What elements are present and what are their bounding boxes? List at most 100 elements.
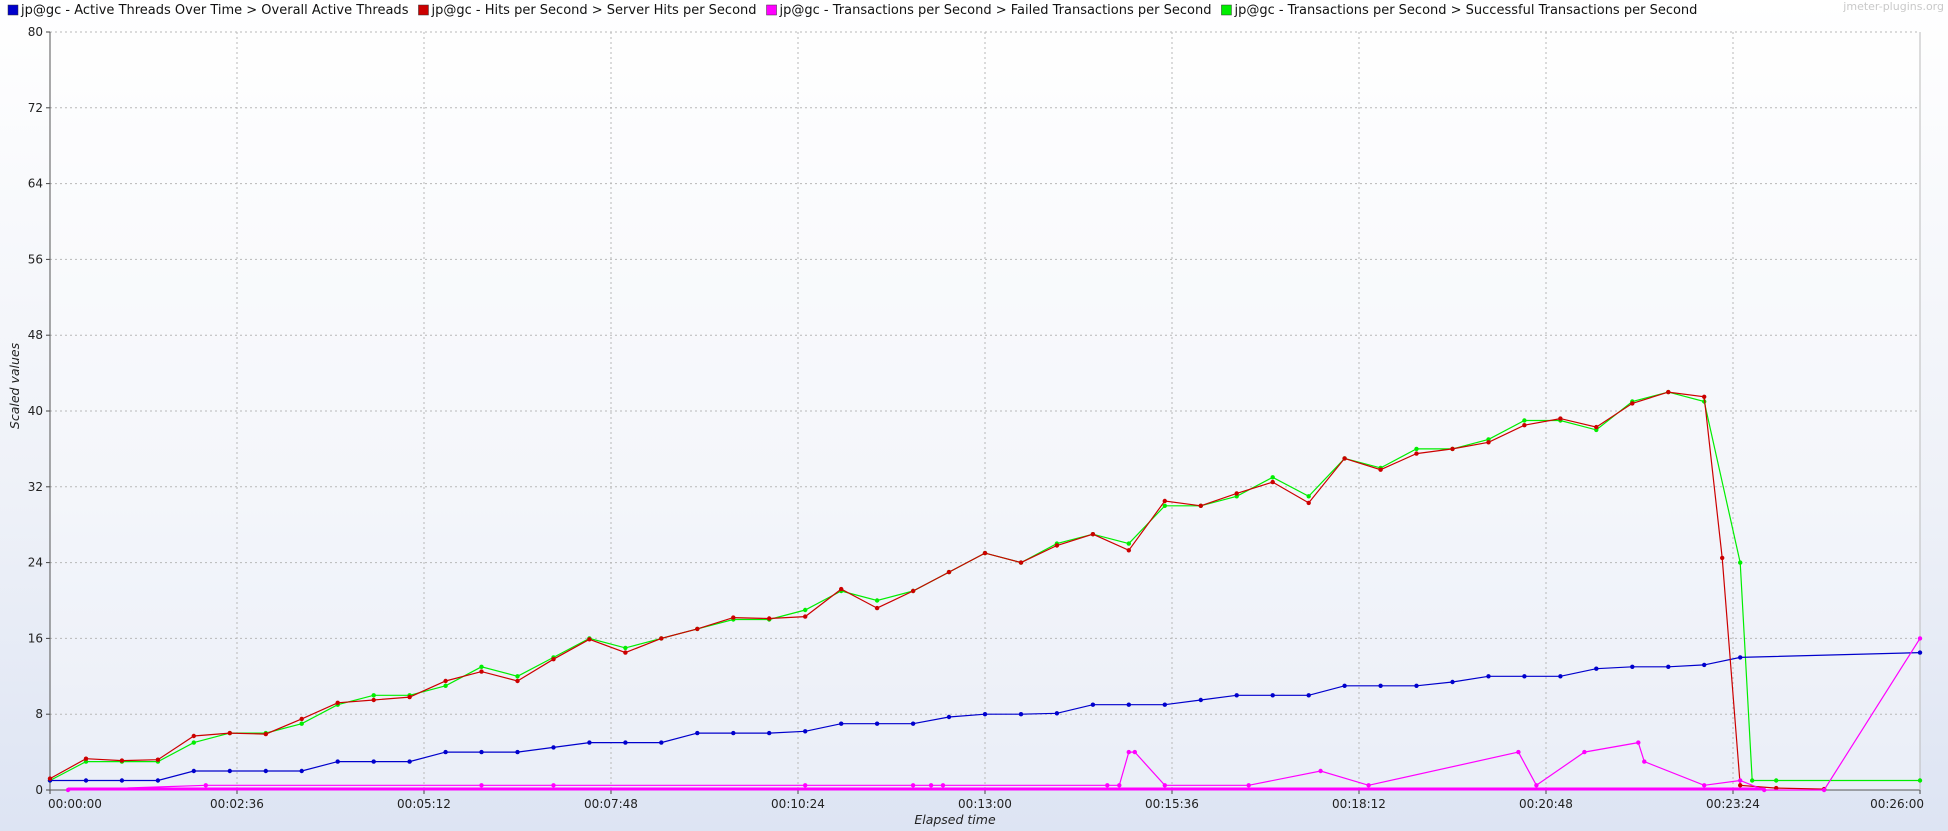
data-point	[443, 678, 448, 684]
data-point	[263, 768, 268, 774]
data-point	[1594, 666, 1599, 671]
data-point	[1636, 740, 1641, 745]
data-point	[1018, 560, 1024, 565]
data-point	[1054, 543, 1060, 548]
data-point	[1342, 456, 1347, 461]
legend-label: jp@gc - Hits per Second > Server Hits pe…	[430, 3, 756, 18]
data-point	[551, 745, 556, 750]
data-point	[803, 783, 808, 788]
data-point	[119, 758, 125, 763]
data-point	[227, 768, 232, 774]
data-point	[1522, 674, 1527, 679]
data-point	[1126, 541, 1132, 546]
data-point	[1234, 491, 1239, 496]
data-point	[1558, 674, 1563, 679]
data-point	[767, 616, 772, 621]
data-point	[1414, 683, 1419, 688]
y-tick-label: 40	[28, 404, 43, 418]
data-point	[1666, 389, 1671, 395]
data-point	[479, 664, 484, 669]
data-point	[1774, 785, 1779, 791]
data-point	[1702, 662, 1707, 668]
data-point	[479, 749, 484, 755]
y-tick-label: 8	[35, 707, 43, 721]
data-point	[191, 740, 196, 745]
data-point	[1738, 783, 1743, 788]
data-point	[155, 778, 161, 783]
data-point	[1306, 693, 1311, 698]
data-point	[587, 637, 592, 642]
data-point	[479, 783, 484, 788]
data-point	[623, 650, 628, 655]
data-point	[263, 731, 268, 737]
data-point	[731, 730, 736, 736]
data-point	[695, 626, 700, 632]
y-tick-label: 72	[28, 101, 43, 115]
data-point	[839, 586, 844, 592]
data-point	[1306, 494, 1311, 499]
data-point	[910, 783, 916, 788]
x-tick-label: 00:10:24	[771, 797, 825, 811]
data-point	[1917, 636, 1923, 641]
x-axis-title: Elapsed time	[914, 812, 996, 827]
x-tick-label: 00:23:24	[1706, 797, 1760, 811]
data-point	[1318, 768, 1323, 774]
data-point	[910, 588, 916, 594]
data-point	[1270, 693, 1275, 698]
data-point	[940, 783, 946, 788]
data-point	[1750, 778, 1755, 783]
data-point	[803, 729, 808, 734]
data-point	[1821, 787, 1827, 793]
series-0	[47, 650, 1923, 783]
data-point	[803, 607, 808, 613]
data-point	[928, 783, 934, 788]
legend-label: jp@gc - Active Threads Over Time > Overa…	[20, 3, 409, 18]
data-point	[1917, 650, 1923, 655]
data-point	[83, 756, 89, 761]
data-point	[982, 712, 988, 717]
data-point	[1126, 749, 1132, 755]
series-2	[65, 636, 1923, 793]
legend-swatch	[1221, 4, 1232, 16]
data-point	[1270, 475, 1275, 480]
data-point	[1738, 655, 1743, 660]
data-point	[47, 776, 53, 781]
legend-label: jp@gc - Transactions per Second > Failed…	[779, 3, 1212, 18]
y-tick-label: 0	[35, 783, 43, 797]
data-point	[1582, 749, 1587, 755]
data-point	[1642, 759, 1647, 764]
x-tick-label: 00:00:00	[48, 797, 102, 811]
data-point	[1198, 697, 1204, 703]
y-axis-title: Scaled values	[7, 342, 22, 429]
y-tick-label: 16	[28, 631, 43, 645]
data-point	[1090, 532, 1096, 537]
data-point	[1018, 712, 1024, 717]
series-layer	[47, 389, 1923, 793]
data-point	[335, 759, 340, 764]
data-point	[407, 694, 412, 700]
data-point	[1516, 749, 1521, 755]
data-point	[1534, 783, 1539, 788]
data-point	[155, 757, 161, 762]
x-tick-label: 00:07:48	[584, 797, 638, 811]
data-point	[1558, 416, 1563, 421]
data-point	[1486, 440, 1491, 445]
data-point	[119, 778, 125, 783]
data-point	[946, 569, 952, 575]
data-point	[1246, 783, 1251, 788]
data-point	[1522, 418, 1527, 423]
data-point	[1162, 783, 1168, 788]
x-tick-label: 00:20:48	[1519, 797, 1573, 811]
data-point	[587, 740, 592, 745]
data-point	[371, 697, 376, 703]
data-point	[731, 615, 736, 620]
data-point	[299, 721, 304, 726]
data-point	[515, 678, 520, 684]
data-point	[191, 733, 196, 739]
data-point	[443, 749, 448, 755]
data-point	[1594, 424, 1599, 430]
legend-swatch	[7, 4, 19, 16]
data-point	[335, 700, 340, 705]
y-tick-label: 64	[28, 177, 43, 191]
